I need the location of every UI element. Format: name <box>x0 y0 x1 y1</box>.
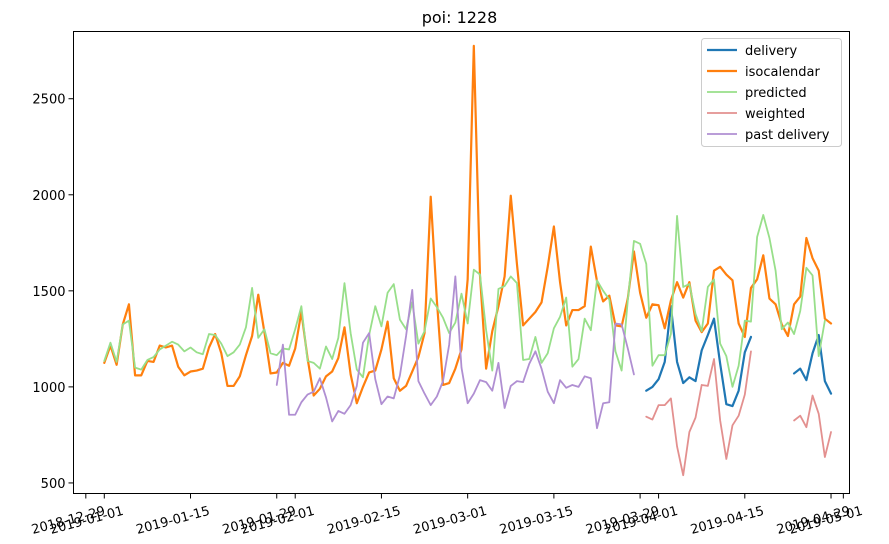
series-line-isocalendar-0 <box>103 44 833 405</box>
series-line-predicted-0 <box>103 214 826 388</box>
series-weighted <box>645 350 832 477</box>
legend-label: predicted <box>745 86 807 101</box>
y-tick-label: 2000 <box>32 189 65 204</box>
legend-box <box>701 38 842 147</box>
series-line-weighted-1 <box>793 394 832 458</box>
series-line-weighted-0 <box>645 350 752 477</box>
y-tick-label: 2500 <box>32 93 65 108</box>
y-tick-label: 1500 <box>32 285 65 300</box>
chart-title: poi: 1228 <box>422 8 498 27</box>
series-line-delivery-0 <box>645 305 753 408</box>
y-axis: 500 1000 1500 2000 2500 <box>32 93 74 492</box>
series-past-delivery <box>275 275 635 430</box>
y-tick-label: 500 <box>41 477 66 492</box>
legend-label: isocalendar <box>745 65 821 80</box>
series-line-past-delivery-0 <box>275 275 635 430</box>
y-tick-label: 1000 <box>32 381 65 396</box>
series-layer <box>103 44 833 477</box>
series-predicted <box>103 214 826 388</box>
series-line-delivery-1 <box>792 333 833 395</box>
legend: delivery isocalendar predicted weighted past… <box>701 38 842 147</box>
plot-area <box>73 31 850 494</box>
legend-label: delivery <box>745 44 798 59</box>
legend-label: past delivery <box>745 128 830 143</box>
series-delivery <box>645 305 833 408</box>
series-isocalendar <box>103 44 833 405</box>
legend-label: weighted <box>745 107 805 122</box>
